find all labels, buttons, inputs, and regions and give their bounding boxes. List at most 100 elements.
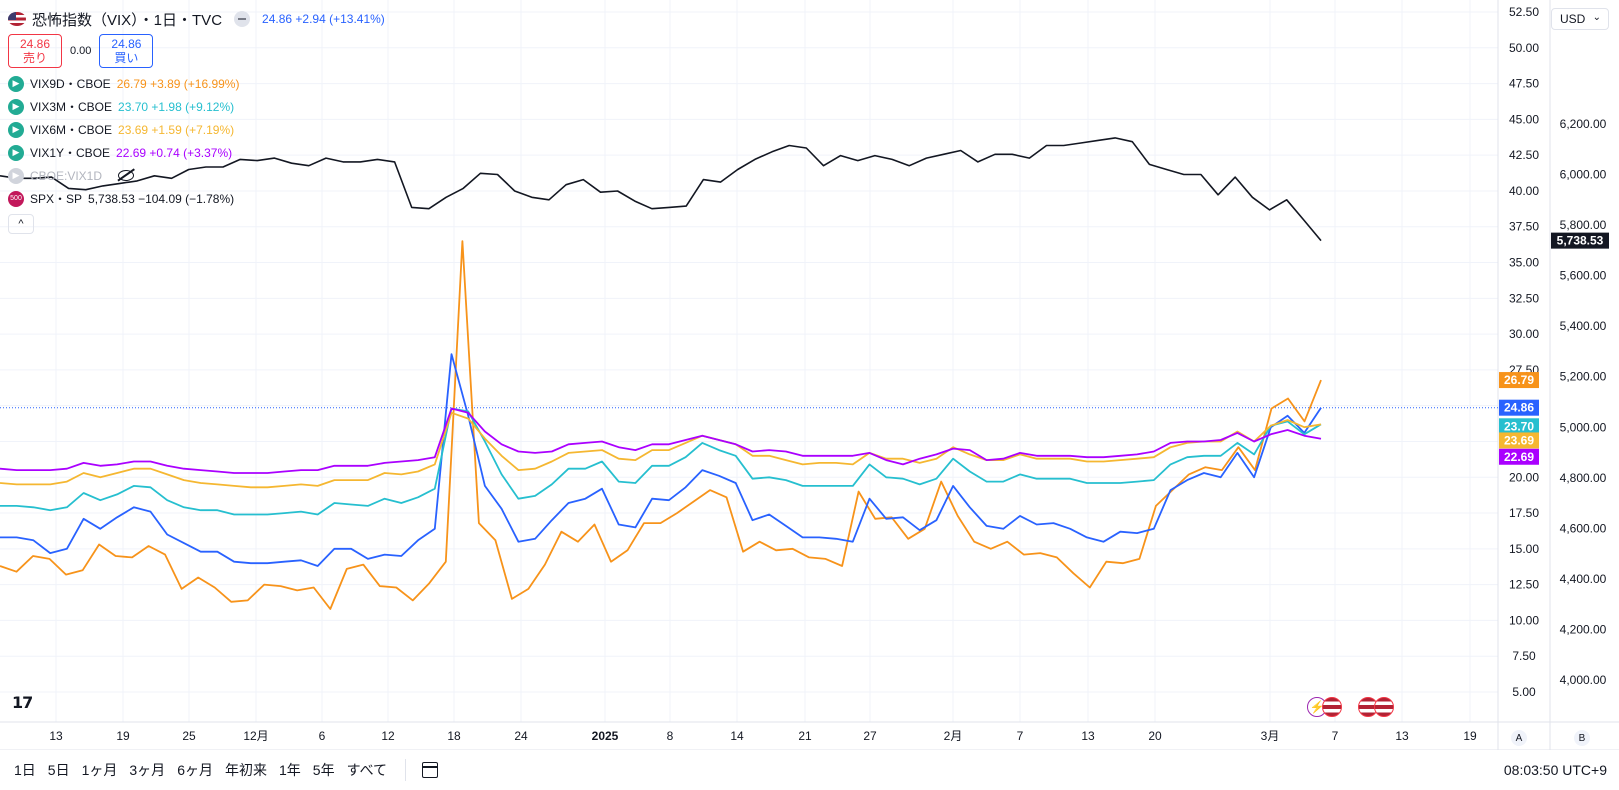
range-buttons: 1日 5日 1ヶ月 3ヶ月 6ヶ月 年初来 1年 5年 すべて	[0, 760, 393, 780]
left-axis-tick-label: 10.00	[1509, 613, 1539, 627]
left-axis-tick-label: 42.50	[1509, 148, 1539, 162]
left-axis-tick-label: 52.50	[1509, 5, 1539, 19]
currency-selector[interactable]: USD ⌄	[1551, 8, 1609, 30]
last-value-label: 23.69	[1504, 433, 1534, 447]
tradingview-logo-icon[interactable]: 17	[12, 693, 33, 712]
legend-row[interactable]: ▶ VIX3M・CBOE 23.70 +1.98 (+9.12%)	[8, 95, 385, 118]
status-icon[interactable]	[234, 11, 251, 27]
last-value-badge	[1499, 399, 1539, 416]
legend-series-value: 23.69 +1.59 (+7.19%)	[118, 122, 235, 137]
series-line-vix1y	[0, 407, 1322, 474]
x-axis-tick-label: 14	[730, 729, 744, 743]
eye-hidden-icon[interactable]	[118, 170, 135, 181]
x-axis-tick-label: 8	[667, 729, 674, 743]
x-axis-tick-label: 19	[116, 729, 130, 743]
calendar-icon[interactable]	[422, 762, 439, 778]
range-button[interactable]: 1年	[278, 762, 301, 778]
last-value-label: 5,738.53	[1557, 234, 1604, 248]
x-axis-tick-label: 21	[798, 729, 812, 743]
x-axis-tick-label: 12月	[243, 729, 268, 743]
left-axis-tick-label: 47.50	[1509, 77, 1539, 91]
x-axis-tick-label: 20	[1148, 729, 1162, 743]
main-value: 24.86 +2.94 (+13.41%)	[262, 12, 385, 26]
legend-row[interactable]: 500 SPX・SP 5,738.53 −104.09 (−1.78%)	[8, 187, 385, 210]
right-axis-tick-label: 5,800.00	[1560, 218, 1607, 232]
right-axis-tick-label: 4,600.00	[1560, 521, 1607, 535]
series-line-spx	[0, 137, 1322, 242]
range-button[interactable]: 5年	[312, 762, 335, 778]
last-value-badge	[1499, 448, 1539, 465]
symbol-title[interactable]: 恐怖指数（VIX）・1日・TVC	[32, 11, 223, 29]
last-value-label: 23.70	[1504, 419, 1534, 433]
sell-price: 24.86	[19, 37, 51, 51]
chart-canvas[interactable]: 52.50 50.00 47.50 45.00 42.50 40.00 37.50 35.00…	[0, 0, 1619, 750]
legend-row[interactable]: ▶ VIX6M・CBOE 23.69 +1.59 (+7.19%)	[8, 118, 385, 141]
last-value-badge	[1551, 232, 1609, 249]
spx-logo-icon: 500	[8, 190, 24, 207]
range-button[interactable]: 3ヶ月	[129, 762, 166, 778]
last-value-badge	[1499, 432, 1539, 449]
left-axis-tick-label: 20.00	[1509, 470, 1539, 484]
sell-button[interactable]: 24.86 売り	[8, 34, 62, 68]
us-event-flag-icon[interactable]	[1374, 697, 1394, 717]
legend-series-name: VIX6M・CBOE	[30, 123, 113, 137]
legend-row[interactable]: ▶ VIX1Y・CBOE 22.69 +0.74 (+3.37%)	[8, 141, 385, 164]
us-flag-icon	[8, 12, 26, 26]
left-axis-tick-label: 50.00	[1509, 41, 1539, 55]
right-axis-tick-label: 4,800.00	[1560, 471, 1607, 485]
range-button[interactable]: 年初来	[224, 762, 267, 778]
x-axis-tick-label: 2月	[944, 729, 963, 743]
play-icon: ▶	[8, 144, 24, 161]
x-axis-tick-label: 7	[1332, 729, 1339, 743]
range-button[interactable]: 1日	[14, 762, 36, 778]
x-axis-tick-label: 13	[49, 729, 63, 743]
play-icon: ▶	[8, 121, 24, 138]
x-axis-tick-label: 7	[1017, 729, 1024, 743]
clock[interactable]: 08:03:50 UTC+9	[1503, 762, 1607, 778]
play-icon: ▶	[8, 75, 24, 92]
right-axis-tick-label: 5,200.00	[1560, 370, 1607, 384]
range-button[interactable]: 5日	[47, 762, 70, 778]
legend-row[interactable]: ▶ VIX9D・CBOE 26.79 +3.89 (+16.99%)	[8, 72, 385, 95]
axis-auto-b-button[interactable]: B	[1574, 730, 1590, 746]
last-value-badge	[1499, 418, 1539, 435]
us-event-flag-icon[interactable]	[1322, 697, 1342, 717]
chevron-down-icon: ⌄	[1592, 12, 1601, 23]
sell-label: 売り	[22, 51, 47, 65]
series-line-vix	[0, 353, 1322, 567]
buy-label: 買い	[114, 51, 139, 65]
range-button[interactable]: 1ヶ月	[81, 762, 118, 778]
legend-series-name: SPX・SP	[30, 192, 83, 206]
axis-auto-a-button[interactable]: A	[1511, 730, 1527, 746]
legend-row[interactable]: ▶ CBOE:VIX1D	[8, 164, 385, 187]
spread-value: 0.00	[70, 45, 92, 57]
x-axis-tick-label: 24	[514, 729, 528, 743]
range-button[interactable]: 6ヶ月	[177, 762, 213, 778]
legend-series-name: VIX1Y・CBOE	[30, 146, 111, 160]
left-axis-tick-label: 5.00	[1512, 685, 1536, 699]
left-axis-tick-label: 35.00	[1509, 256, 1539, 270]
right-axis-tick-label: 5,600.00	[1560, 269, 1607, 283]
series-line-vix6m	[0, 411, 1322, 489]
last-value-label: 22.69	[1504, 450, 1534, 464]
x-axis-tick-label: 13	[1395, 729, 1409, 743]
x-axis-tick-label: 2025	[592, 729, 619, 743]
right-axis-tick-label: 5,400.00	[1560, 319, 1607, 333]
buy-button[interactable]: 24.86 買い	[99, 34, 154, 68]
last-value-label: 26.79	[1504, 373, 1534, 387]
collapse-legend-button[interactable]: ^	[8, 214, 34, 234]
currency-label: USD	[1560, 12, 1586, 26]
left-axis-tick-label: 15.00	[1509, 542, 1539, 556]
range-button[interactable]: すべて	[346, 762, 388, 778]
x-axis-tick-label: 12	[381, 729, 395, 743]
x-axis-tick-label: 25	[182, 729, 196, 743]
left-axis-tick-label: 32.50	[1509, 291, 1539, 305]
legend: 恐怖指数（VIX）・1日・TVC 24.86 +2.94 (+13.41%) 2…	[8, 8, 385, 234]
left-axis-tick-label: 17.50	[1509, 506, 1539, 520]
left-axis-tick-label: 40.00	[1509, 184, 1539, 198]
legend-series-value: 5,738.53 −104.09 (−1.78%)	[88, 191, 235, 206]
series-line-vix9d	[0, 240, 1322, 610]
right-axis-tick-label: 4,000.00	[1560, 673, 1607, 687]
x-axis-tick-label: 18	[447, 729, 461, 743]
legend-series-value: 22.69 +0.74 (+3.37%)	[116, 145, 233, 160]
